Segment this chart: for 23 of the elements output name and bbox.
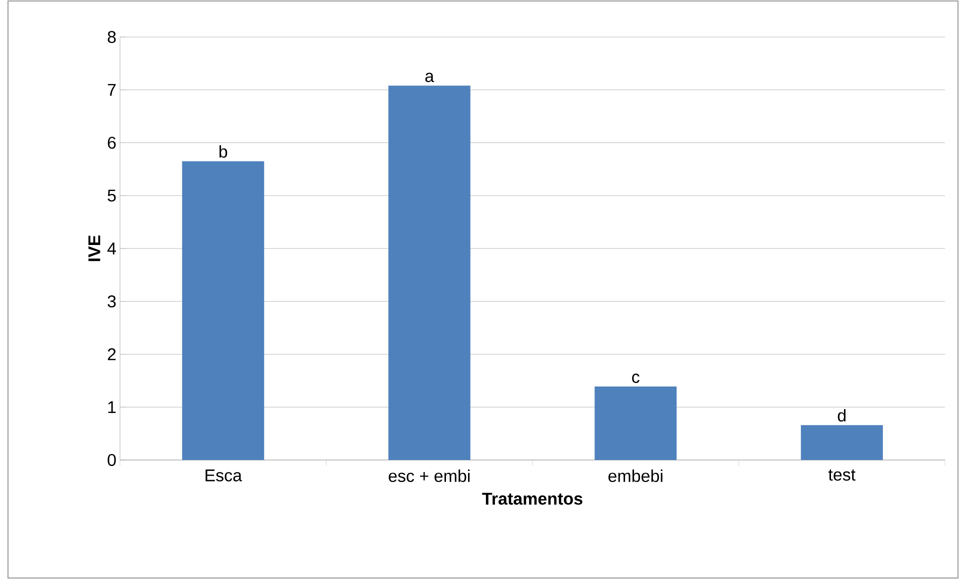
y-tick-label: 1 — [108, 401, 116, 413]
x-tick-label: esc + embi — [388, 470, 470, 482]
annotation: a — [425, 72, 434, 82]
bar — [182, 161, 264, 460]
bar — [800, 425, 883, 460]
x-tick-label: embebi — [608, 470, 662, 482]
y-tick-label: 0 — [108, 454, 116, 466]
annotation: c — [632, 374, 640, 383]
y-tick-label: 7 — [108, 84, 116, 96]
y-tick-label: 6 — [108, 136, 116, 149]
bar — [388, 86, 470, 460]
bar — [594, 386, 677, 460]
y-tick-label: 5 — [108, 190, 116, 202]
x-axis-title: Tratamentos — [482, 492, 582, 505]
x-tick-label: Esca — [206, 470, 242, 482]
y-tick-label: 4 — [107, 242, 116, 254]
y-tick-label: 3 — [108, 295, 116, 308]
y-tick-label: 2 — [108, 348, 116, 360]
y-tick-label: 8 — [108, 30, 116, 44]
annotation: d — [838, 409, 846, 422]
x-tick-label: test — [828, 470, 856, 481]
y-axis-title: IVE — [88, 235, 100, 262]
annotation: b — [219, 145, 228, 158]
